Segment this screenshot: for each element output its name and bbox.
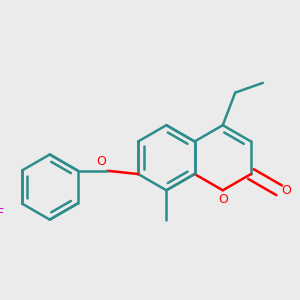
Text: O: O [282, 184, 292, 197]
Text: F: F [0, 206, 4, 220]
Text: O: O [96, 155, 106, 168]
Text: O: O [218, 193, 228, 206]
